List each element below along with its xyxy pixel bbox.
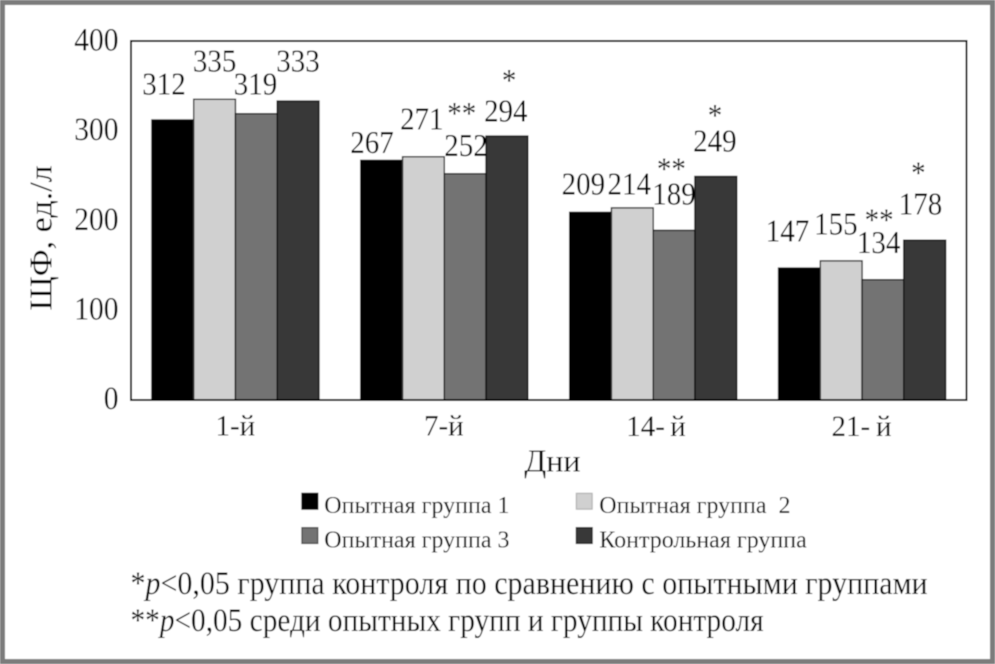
svg-text:**: ** [657,151,686,187]
svg-text:*: * [708,98,722,134]
svg-text:Опытная группа 1: Опытная группа 1 [324,493,509,519]
svg-text:ЩФ, ед./л: ЩФ, ед./л [24,165,59,310]
svg-text:Опытная группа 2: Опытная группа 2 [599,493,790,519]
svg-text:**p<0,05 среди опытных групп и: **p<0,05 среди опытных групп и группы ко… [131,602,764,639]
svg-text:300: 300 [74,111,118,148]
svg-text:214: 214 [607,166,650,202]
svg-text:294: 294 [484,93,527,129]
svg-text:319: 319 [234,66,277,102]
svg-text:271: 271 [400,101,443,137]
svg-text:Опытная группа 3: Опытная группа 3 [324,527,509,553]
svg-text:*: * [502,63,516,99]
svg-text:1-й: 1-й [215,410,255,442]
svg-text:178: 178 [899,186,942,222]
svg-text:400: 400 [74,21,118,58]
svg-text:Контрольная группа: Контрольная группа [599,527,807,553]
svg-text:267: 267 [350,125,393,161]
svg-text:100: 100 [74,290,118,327]
svg-text:189: 189 [652,176,695,212]
svg-text:147: 147 [766,213,809,249]
svg-text:21-й: 21- й [832,410,892,442]
svg-text:134: 134 [857,225,900,261]
svg-text:7-й: 7-й [424,410,464,442]
svg-text:333: 333 [276,43,319,79]
svg-text:**: ** [447,96,476,132]
svg-text:*p<0,05 группа контроля по сра: *p<0,05 группа контроля по сравнению с о… [131,565,928,601]
svg-text:335: 335 [193,43,236,79]
svg-text:14-й: 14- й [626,410,686,442]
svg-text:200: 200 [74,200,118,237]
svg-text:155: 155 [814,206,857,242]
svg-text:*: * [911,155,925,191]
svg-text:0: 0 [104,380,119,417]
svg-text:Дни: Дни [524,443,580,479]
svg-text:**: ** [865,202,894,238]
svg-text:209: 209 [562,166,605,202]
svg-text:249: 249 [693,123,736,159]
svg-text:312: 312 [142,66,185,102]
svg-text:252: 252 [444,128,487,164]
